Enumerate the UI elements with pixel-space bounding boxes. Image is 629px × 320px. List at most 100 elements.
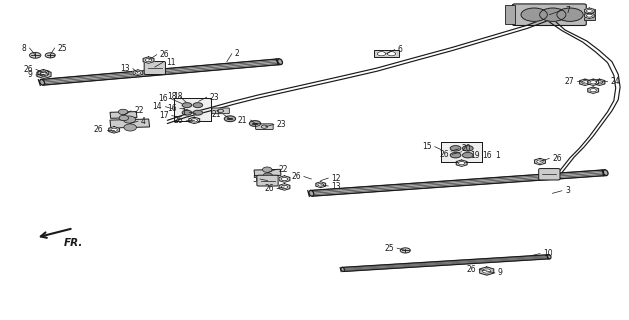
Ellipse shape <box>119 115 128 121</box>
Circle shape <box>400 248 410 253</box>
Circle shape <box>450 153 461 158</box>
Text: 26: 26 <box>467 265 476 274</box>
Polygon shape <box>38 69 49 76</box>
Text: 12: 12 <box>331 173 341 183</box>
Polygon shape <box>279 176 290 182</box>
Text: 2: 2 <box>235 49 240 58</box>
Polygon shape <box>584 8 594 14</box>
Polygon shape <box>189 117 199 124</box>
Circle shape <box>145 59 152 62</box>
Ellipse shape <box>118 109 128 115</box>
Polygon shape <box>133 70 143 76</box>
FancyBboxPatch shape <box>257 175 278 186</box>
Text: 10: 10 <box>543 249 553 258</box>
Polygon shape <box>587 79 599 85</box>
Text: 23: 23 <box>277 120 287 129</box>
Text: 23: 23 <box>210 93 220 102</box>
FancyBboxPatch shape <box>144 61 165 75</box>
Text: 11: 11 <box>166 58 175 67</box>
Text: 16: 16 <box>159 94 168 103</box>
Polygon shape <box>110 112 137 118</box>
Circle shape <box>450 146 461 151</box>
Circle shape <box>482 269 491 273</box>
Circle shape <box>540 8 566 21</box>
Text: 17: 17 <box>159 111 169 120</box>
Circle shape <box>537 160 543 163</box>
Polygon shape <box>37 70 51 78</box>
Circle shape <box>557 8 583 21</box>
Circle shape <box>521 8 547 21</box>
Circle shape <box>459 162 465 165</box>
FancyBboxPatch shape <box>212 108 230 114</box>
Text: 16: 16 <box>167 104 177 113</box>
Circle shape <box>40 71 47 75</box>
Text: 26: 26 <box>23 65 33 74</box>
Text: 21: 21 <box>238 116 247 124</box>
Text: 26: 26 <box>160 50 169 59</box>
Circle shape <box>182 103 192 108</box>
Text: 8: 8 <box>21 44 26 52</box>
Ellipse shape <box>40 79 45 85</box>
Polygon shape <box>110 119 150 128</box>
FancyBboxPatch shape <box>255 124 273 130</box>
FancyBboxPatch shape <box>538 169 560 180</box>
Polygon shape <box>254 169 281 176</box>
Circle shape <box>193 103 203 108</box>
Ellipse shape <box>309 190 314 196</box>
Circle shape <box>40 72 48 76</box>
Text: 26: 26 <box>440 150 449 159</box>
Circle shape <box>111 128 118 132</box>
Text: FR.: FR. <box>64 238 84 248</box>
Polygon shape <box>480 267 494 275</box>
Text: 5: 5 <box>252 174 257 184</box>
Polygon shape <box>535 158 545 165</box>
Circle shape <box>45 53 55 58</box>
Text: 4: 4 <box>141 117 146 126</box>
Text: 27: 27 <box>565 77 574 86</box>
Circle shape <box>191 119 198 122</box>
Text: 26: 26 <box>552 154 562 163</box>
Circle shape <box>590 89 596 92</box>
Circle shape <box>182 110 192 115</box>
Ellipse shape <box>341 268 344 271</box>
Circle shape <box>586 14 593 17</box>
Ellipse shape <box>262 167 272 172</box>
Text: 22: 22 <box>279 165 288 174</box>
Polygon shape <box>594 79 605 85</box>
Text: 3: 3 <box>565 186 570 195</box>
Polygon shape <box>279 184 290 190</box>
Bar <box>174 98 211 121</box>
Polygon shape <box>41 59 281 85</box>
Ellipse shape <box>548 255 551 259</box>
Text: 1: 1 <box>495 151 499 160</box>
Text: 18: 18 <box>167 92 177 101</box>
Circle shape <box>249 121 260 126</box>
Text: 26: 26 <box>264 184 274 193</box>
Text: 14: 14 <box>153 102 162 111</box>
Text: 16: 16 <box>482 151 492 160</box>
Circle shape <box>462 153 473 158</box>
Bar <box>374 50 399 57</box>
Bar <box>442 142 482 162</box>
Circle shape <box>596 81 603 84</box>
Text: 24: 24 <box>611 77 620 86</box>
Circle shape <box>135 71 141 74</box>
Text: 13: 13 <box>331 181 341 190</box>
Text: 9: 9 <box>498 268 503 277</box>
Polygon shape <box>143 57 154 63</box>
Bar <box>584 9 595 20</box>
Polygon shape <box>311 170 606 196</box>
Ellipse shape <box>124 124 136 131</box>
Text: 6: 6 <box>398 45 403 54</box>
Ellipse shape <box>277 59 282 65</box>
Polygon shape <box>109 127 120 133</box>
Text: 25: 25 <box>384 244 394 253</box>
Polygon shape <box>579 79 591 85</box>
Circle shape <box>281 177 287 181</box>
Text: 21: 21 <box>211 110 221 119</box>
Circle shape <box>387 52 396 56</box>
Polygon shape <box>316 182 326 188</box>
Polygon shape <box>587 87 599 93</box>
Circle shape <box>281 185 287 188</box>
Circle shape <box>30 52 41 58</box>
